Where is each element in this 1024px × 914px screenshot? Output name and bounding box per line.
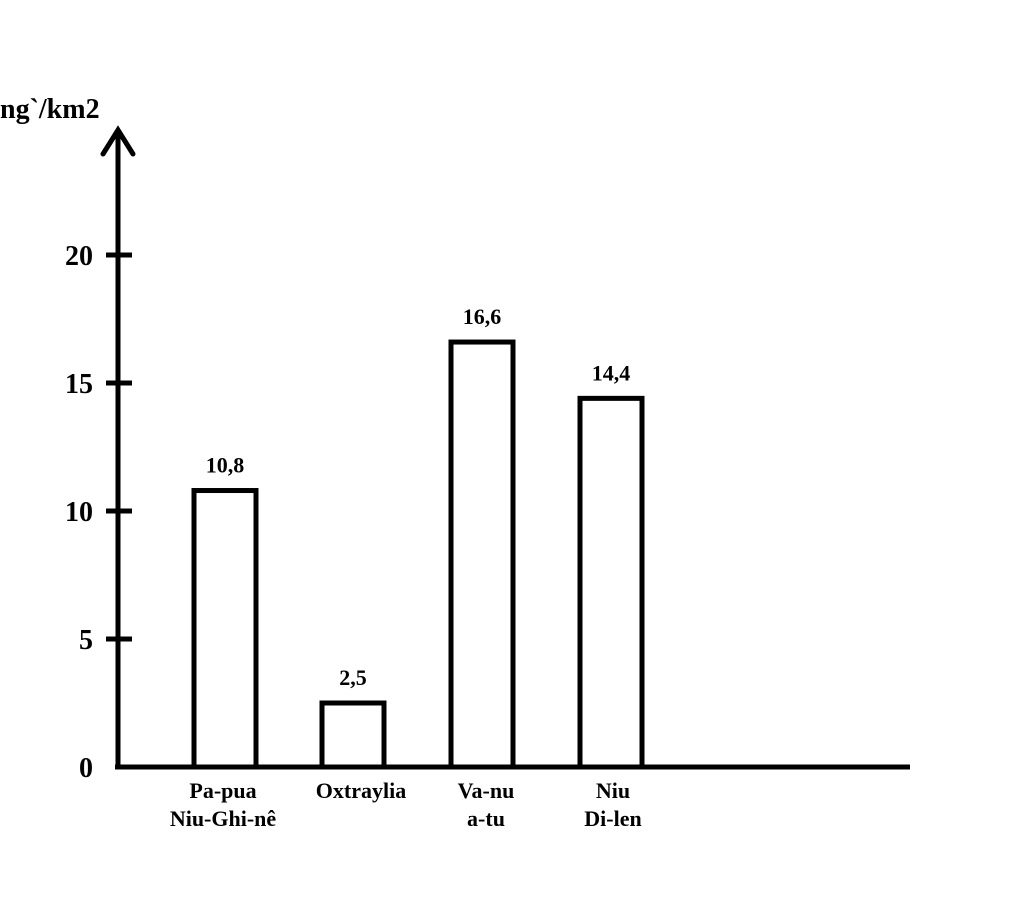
data-label: 10,8 xyxy=(206,453,245,478)
y-tick-label: 20 xyxy=(65,241,93,272)
y-axis: 0 5 10 15 20 xyxy=(65,125,136,784)
y-tick-label: 0 xyxy=(79,753,93,784)
y-tick-label: 15 xyxy=(65,369,93,400)
data-label: 2,5 xyxy=(339,665,367,690)
y-tick-label: 5 xyxy=(79,625,93,656)
bar xyxy=(191,488,259,770)
x-tick-label: Pa-pua xyxy=(189,778,256,803)
x-tick-label: Niu xyxy=(596,778,630,803)
x-tick-label: a-tu xyxy=(467,806,505,831)
category-labels: Pa-pua Niu-Ghi-nê Oxtraylia Va-nu a-tu Niu Di-… xyxy=(170,778,642,831)
x-tick-label: Di-len xyxy=(584,806,641,831)
x-tick-label: Niu-Ghi-nê xyxy=(170,806,277,831)
bar xyxy=(448,339,516,770)
bar xyxy=(319,700,387,770)
y-axis-label: ng`/km2 xyxy=(0,94,100,125)
y-tick-label: 10 xyxy=(65,497,93,528)
x-tick-label: Oxtraylia xyxy=(316,778,406,803)
bar xyxy=(577,395,645,770)
data-labels: 10,8 2,5 16,6 14,4 xyxy=(206,304,631,690)
y-axis-arrow-icon xyxy=(100,125,136,157)
data-label: 16,6 xyxy=(463,304,502,329)
data-label: 14,4 xyxy=(592,360,631,385)
x-tick-label: Va-nu xyxy=(458,778,515,803)
bars xyxy=(191,339,645,770)
